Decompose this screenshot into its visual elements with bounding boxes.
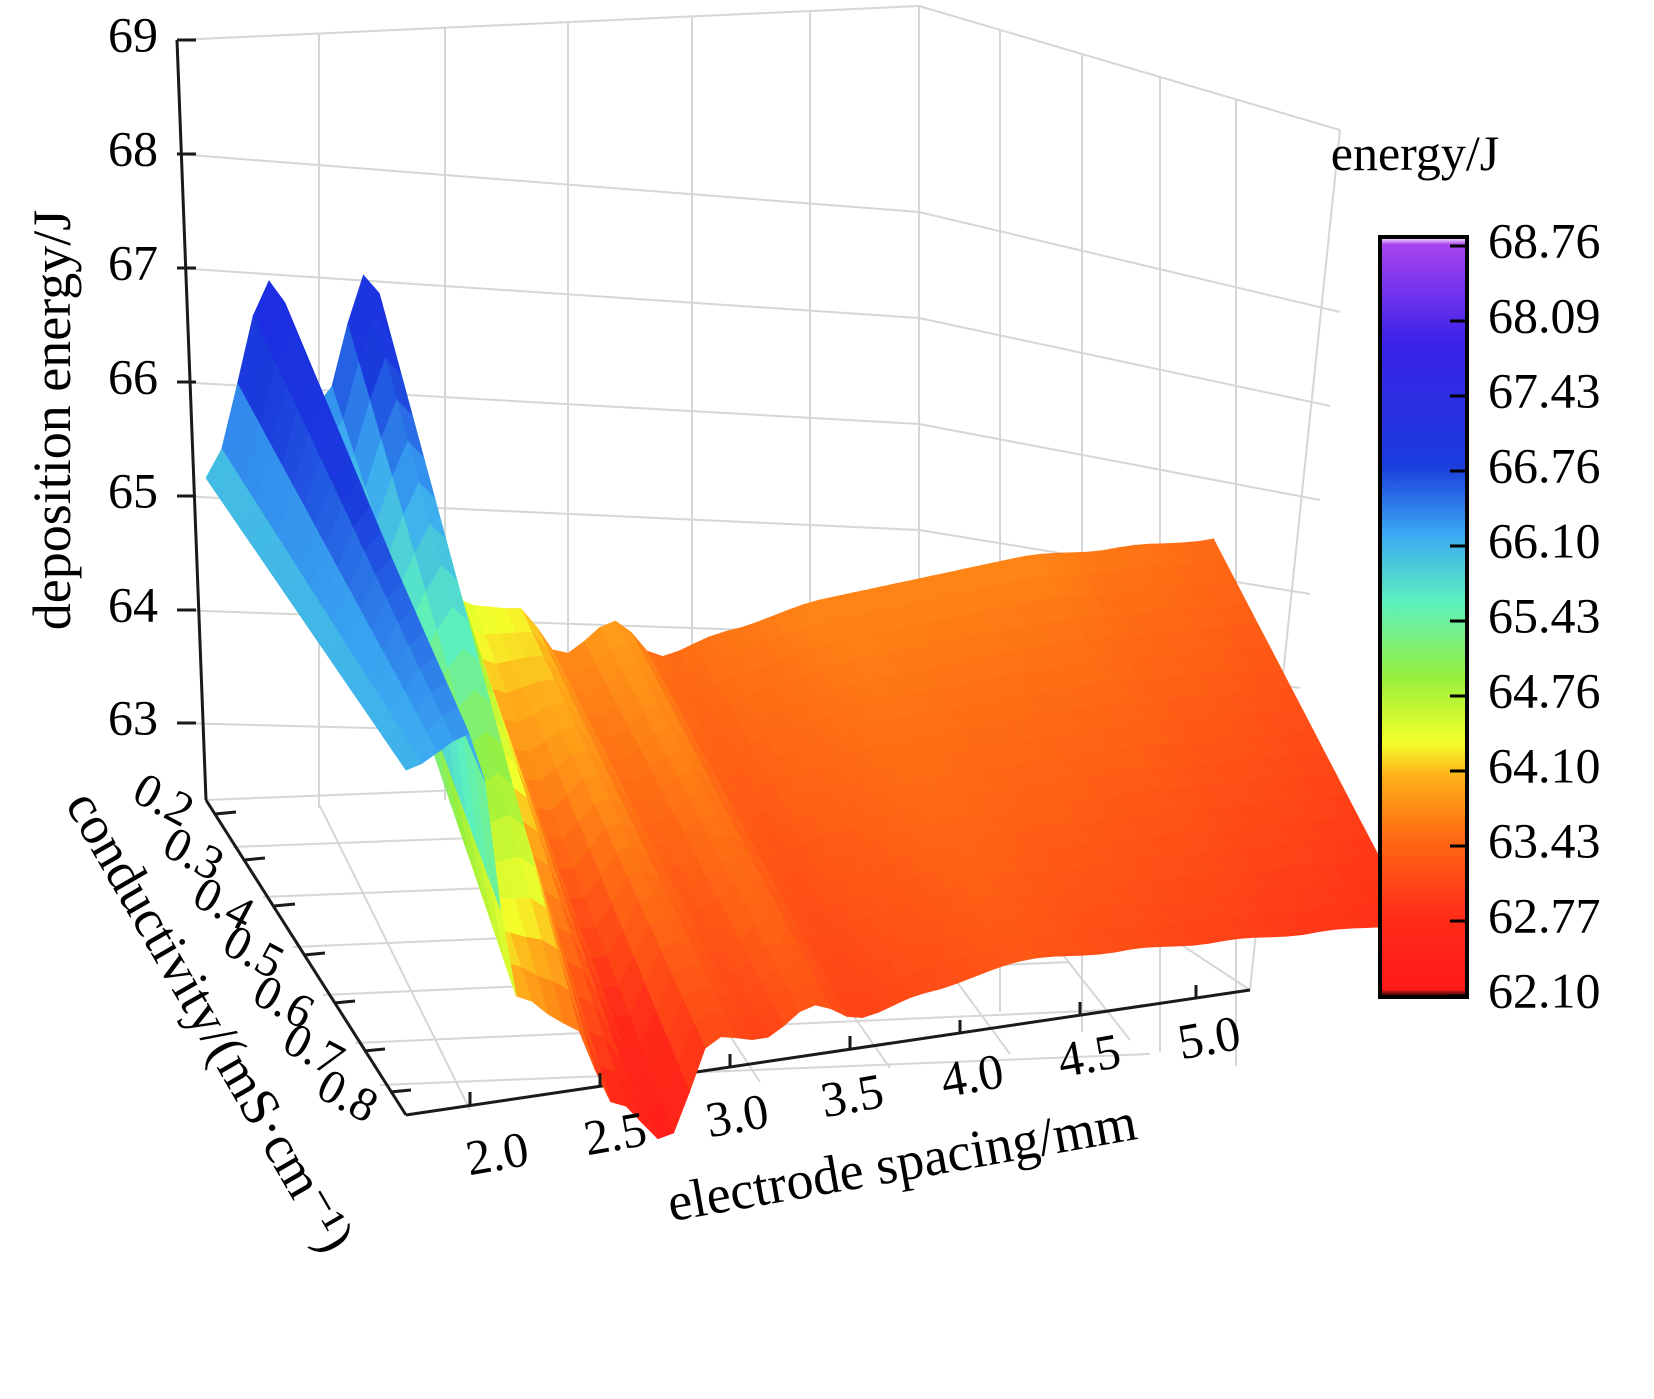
z-tick-label: 66 <box>108 348 158 404</box>
colorbar-tick-label: 62.77 <box>1488 887 1601 943</box>
colorbar-tick-label: 63.43 <box>1488 812 1601 868</box>
x-tick-label: 4.0 <box>936 1042 1007 1108</box>
x-tick-4.0: 4.0 <box>936 1020 1008 1108</box>
colorbar-tick-label: 64.76 <box>1488 662 1601 718</box>
colorbar-tick: 66.10 <box>1450 512 1601 568</box>
colorbar-tick: 64.10 <box>1450 737 1601 793</box>
x-tick-3.5: 3.5 <box>816 1036 888 1128</box>
z-tick-66: 66 <box>108 348 196 404</box>
colorbar-tick-label: 64.10 <box>1488 737 1601 793</box>
x-tick-label: 4.5 <box>1053 1022 1124 1088</box>
colorbar-tick: 67.43 <box>1450 362 1601 418</box>
z-tick-63: 63 <box>108 689 196 745</box>
colorbar-tick: 68.76 <box>1450 212 1601 268</box>
x-tick-3.0: 3.0 <box>701 1054 773 1148</box>
colorbar-tick-label: 68.76 <box>1488 212 1601 268</box>
z-tick-68: 68 <box>108 120 196 176</box>
y-axis-line <box>204 799 408 1116</box>
z-tick-67: 67 <box>108 234 196 290</box>
colorbar-tick: 65.43 <box>1450 587 1601 643</box>
x-tick-4.5: 4.5 <box>1053 1002 1125 1088</box>
x-axis-ticks: 2.0 2.5 3.0 3.5 4.0 4.5 5.0 <box>461 985 1245 1186</box>
z-tick-label: 64 <box>108 576 158 632</box>
z-tick-65: 65 <box>108 462 196 518</box>
colorbar-title: energy/J <box>1331 125 1499 181</box>
z-tick-label: 65 <box>108 462 158 518</box>
x-tick-5.0: 5.0 <box>1173 985 1245 1070</box>
colorbar-tick-label: 65.43 <box>1488 587 1601 643</box>
z-axis-ticks: 63 64 65 66 67 68 69 <box>108 6 196 745</box>
colorbar-tick: 63.43 <box>1450 812 1601 868</box>
colorbar-tick-label: 62.10 <box>1488 962 1601 1018</box>
z-tick-label: 68 <box>108 120 158 176</box>
z-axis-title: deposition energy/J <box>22 210 82 630</box>
x-tick-label: 2.0 <box>461 1120 532 1186</box>
z-tick-label: 69 <box>108 6 158 62</box>
x-tick-label: 2.5 <box>579 1100 650 1166</box>
colorbar-tick: 62.10 <box>1450 962 1601 1018</box>
surface-patch <box>394 745 423 771</box>
x-axis-line <box>405 988 1251 1117</box>
colorbar-gradient <box>1378 235 1469 999</box>
x-tick-label: 3.0 <box>701 1082 772 1148</box>
z-axis-line <box>175 39 208 801</box>
colorbar: energy/J 68.7668.0967.4366.7666.1065.436… <box>1331 125 1601 1018</box>
colorbar-tick: 68.09 <box>1450 287 1601 343</box>
colorbar-tick: 66.76 <box>1450 437 1601 493</box>
x-tick-2.0: 2.0 <box>461 1092 533 1186</box>
z-tick-69: 69 <box>108 6 196 62</box>
colorbar-tick-label: 67.43 <box>1488 362 1601 418</box>
x-tick-2.5: 2.5 <box>579 1073 651 1166</box>
colorbar-ticks: 68.76 68.09 67.43 66.76 66.10 65.43 64.76 64.10… <box>1450 212 1601 1018</box>
x-tick-label: 3.5 <box>816 1062 887 1128</box>
colorbar-tick-label: 66.76 <box>1488 437 1601 493</box>
z-tick-64: 64 <box>108 576 196 632</box>
colorbar-tick-label: 66.10 <box>1488 512 1601 568</box>
colorbar-tick-label: 68.09 <box>1488 287 1601 343</box>
z-tick-label: 67 <box>108 234 158 290</box>
z-tick-label: 63 <box>108 689 158 745</box>
colorbar-tick: 64.76 <box>1450 662 1601 718</box>
surface-mesh <box>205 273 1415 1140</box>
x-tick-label: 5.0 <box>1173 1004 1244 1070</box>
colorbar-tick: 62.77 <box>1450 887 1601 943</box>
axes-frame <box>175 39 1251 1117</box>
